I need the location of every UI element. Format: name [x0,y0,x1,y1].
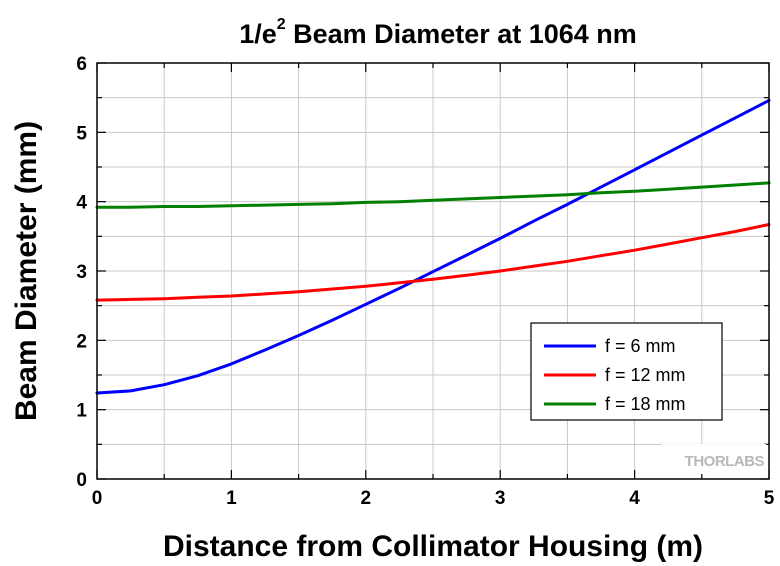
legend-label-f-12-mm: f = 12 mm [605,365,686,385]
x-tick-label: 3 [495,488,506,509]
y-tick-label: 4 [76,193,87,214]
x-tick-label: 1 [226,488,237,509]
x-tick-label: 5 [764,488,775,509]
chart-title: 1/e2 Beam Diameter at 1064 nm [239,16,637,49]
chart-title-rest: Beam Diameter at 1064 nm [286,19,637,49]
axis-tick-labels: 0 1 2 3 4 5 0 1 2 3 4 5 6 [76,54,774,509]
series-line-f-12-mm [95,223,771,302]
y-tick-label: 0 [76,470,87,491]
series-group [95,98,771,395]
watermark-backdrop [662,444,766,474]
x-axis-label: Distance from Collimator Housing (m) [163,530,703,563]
legend-label-f-6-mm: f = 6 mm [605,336,676,356]
y-axis-label: Beam Diameter (mm) [10,121,43,421]
y-tick-label: 2 [76,331,87,352]
y-tick-label: 3 [76,262,87,283]
thorlabs-logo: THORLABS [685,453,765,470]
x-tick-label: 0 [92,488,103,509]
axis-ticks [96,62,770,480]
chart-title-main: 1/e [239,19,277,49]
x-tick-label: 4 [629,488,640,509]
y-tick-label: 6 [76,54,87,75]
x-tick-label: 2 [361,488,372,509]
y-tick-label: 5 [76,123,87,144]
y-tick-label: 1 [76,401,87,422]
legend: f = 6 mm f = 12 mm f = 18 mm [530,322,723,421]
legend-label-f-18-mm: f = 18 mm [605,394,686,414]
series-line-f-18-mm [95,181,771,209]
series-line-f-6-mm [95,98,771,395]
chart-title-superscript: 2 [277,16,286,33]
